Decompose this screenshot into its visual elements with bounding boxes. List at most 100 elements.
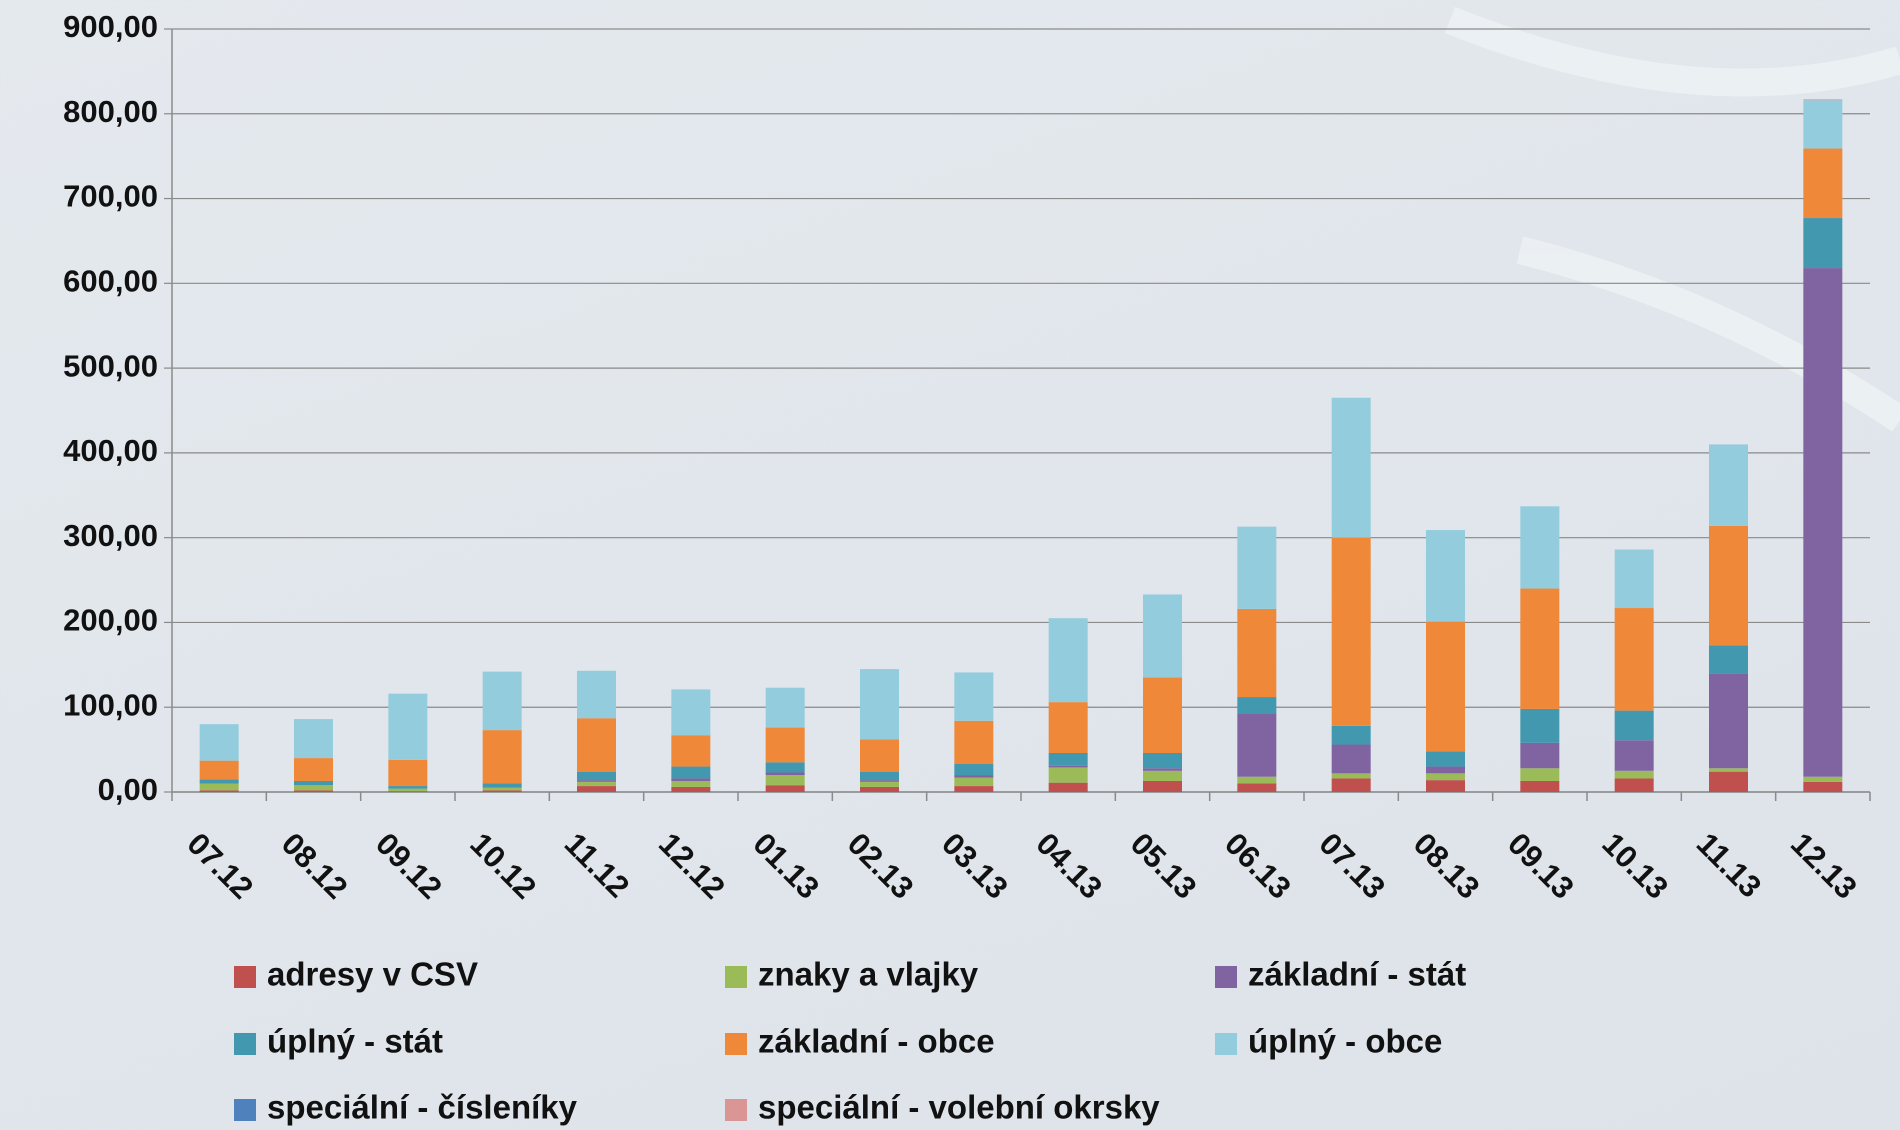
bar-segment bbox=[954, 786, 994, 792]
bar-segment bbox=[1520, 742, 1560, 769]
bar-segment bbox=[1520, 780, 1560, 792]
bar-segment bbox=[1426, 621, 1465, 752]
bar-segment bbox=[199, 779, 239, 784]
legend-label: adresy v CSV bbox=[267, 956, 478, 993]
bar-segment bbox=[199, 783, 239, 791]
bar-segment bbox=[954, 777, 994, 787]
x-tick-label: 10.12 bbox=[463, 826, 543, 906]
bar-segment bbox=[1426, 773, 1465, 781]
bar-segment bbox=[1803, 781, 1843, 792]
bar-segment bbox=[860, 781, 899, 787]
y-tick-label: 600,00 bbox=[63, 264, 158, 299]
bar-segment bbox=[1709, 525, 1748, 646]
bar-segment bbox=[1237, 776, 1277, 784]
bar-segment bbox=[1331, 725, 1371, 745]
bar-segment bbox=[954, 775, 994, 778]
bar-segment bbox=[577, 718, 616, 772]
x-tick-label: 04.13 bbox=[1029, 826, 1109, 906]
bar-segment bbox=[1520, 708, 1560, 743]
bar-segment bbox=[1709, 768, 1748, 772]
bar-segment bbox=[1803, 148, 1843, 219]
legend-swatch bbox=[1215, 1033, 1237, 1055]
x-tick-label: 10.13 bbox=[1595, 826, 1675, 906]
legend-swatch bbox=[234, 1033, 256, 1055]
bar-segment bbox=[1143, 753, 1182, 769]
y-tick-label: 700,00 bbox=[63, 179, 158, 214]
bar-segment bbox=[482, 671, 522, 731]
bar-segment bbox=[1237, 697, 1277, 715]
bar-segment bbox=[671, 689, 711, 736]
bar-segment bbox=[1520, 768, 1560, 781]
bar-segment bbox=[1709, 645, 1748, 674]
bar-segment bbox=[1143, 677, 1182, 754]
bar-segment bbox=[765, 727, 805, 763]
x-tick-label: 03.13 bbox=[935, 826, 1015, 906]
y-tick-label: 300,00 bbox=[63, 518, 158, 553]
bar-segment bbox=[765, 785, 805, 792]
legend-swatch bbox=[234, 1099, 256, 1121]
bar-segment bbox=[199, 790, 239, 792]
legend-swatch bbox=[234, 966, 256, 988]
bar-segment bbox=[577, 781, 616, 787]
bar-segment bbox=[1237, 783, 1277, 792]
x-tick-label: 07.13 bbox=[1312, 826, 1392, 906]
bar-segment bbox=[1709, 771, 1748, 792]
y-tick-label: 900,00 bbox=[63, 9, 158, 44]
bar-segment bbox=[388, 791, 428, 792]
bar-segment bbox=[1520, 506, 1560, 589]
bar-segment bbox=[388, 788, 428, 792]
bar-segment bbox=[1614, 770, 1654, 779]
y-tick-label: 400,00 bbox=[63, 433, 158, 468]
bar-segment bbox=[954, 764, 994, 776]
y-tick-label: 0,00 bbox=[98, 772, 158, 807]
legend-swatch bbox=[1215, 966, 1237, 988]
x-tick-label: 01.13 bbox=[746, 826, 826, 906]
bar-segment bbox=[860, 786, 899, 792]
bar-segment bbox=[860, 739, 899, 772]
bar-segment bbox=[1614, 778, 1654, 792]
bar-segment bbox=[765, 775, 805, 786]
bar-segment bbox=[1426, 751, 1465, 767]
y-tick-label: 100,00 bbox=[63, 687, 158, 722]
bar-segment bbox=[577, 670, 616, 719]
bar-segment bbox=[482, 730, 522, 784]
x-tick-label: 09.12 bbox=[369, 826, 449, 906]
bar-segment bbox=[1143, 594, 1182, 678]
bar-segment bbox=[294, 785, 333, 791]
legend-label: základní - obce bbox=[758, 1023, 995, 1060]
x-tick-label: 05.13 bbox=[1124, 826, 1204, 906]
bar-segment bbox=[1426, 780, 1465, 792]
bar-segment bbox=[1803, 218, 1843, 269]
y-tick-label: 500,00 bbox=[63, 348, 158, 383]
bar-segment bbox=[1331, 537, 1371, 726]
bar-segment bbox=[671, 766, 711, 779]
bar-segment bbox=[954, 720, 994, 765]
watermark bbox=[1444, 7, 1900, 432]
bar-segment bbox=[1048, 765, 1088, 768]
legend-label: znaky a vlajky bbox=[758, 956, 979, 993]
bar-segment bbox=[1048, 618, 1088, 703]
bar-segment bbox=[671, 786, 711, 792]
bar-segment bbox=[294, 780, 333, 786]
bar-segment bbox=[388, 693, 428, 760]
bar-segment bbox=[1614, 740, 1654, 771]
bar-segment bbox=[1520, 588, 1560, 709]
bar-segment bbox=[1803, 268, 1843, 777]
bar-segment bbox=[1143, 770, 1182, 781]
bar-segment bbox=[577, 771, 616, 781]
legend-label: základní - stát bbox=[1248, 956, 1466, 993]
bar-segment bbox=[1237, 526, 1277, 609]
bar-segment bbox=[1709, 444, 1748, 526]
legend-label: speciální - volební okrsky bbox=[758, 1089, 1160, 1126]
bar-segment bbox=[1048, 753, 1088, 766]
bar-segment bbox=[860, 780, 899, 782]
bar-segment bbox=[954, 672, 994, 721]
legend-label: úplný - obce bbox=[1248, 1023, 1442, 1060]
bar-segment bbox=[1803, 99, 1843, 101]
bar-segment bbox=[577, 780, 616, 782]
bar-segment bbox=[199, 724, 239, 761]
bar-segment bbox=[482, 790, 522, 792]
x-tick-label: 09.13 bbox=[1501, 826, 1581, 906]
